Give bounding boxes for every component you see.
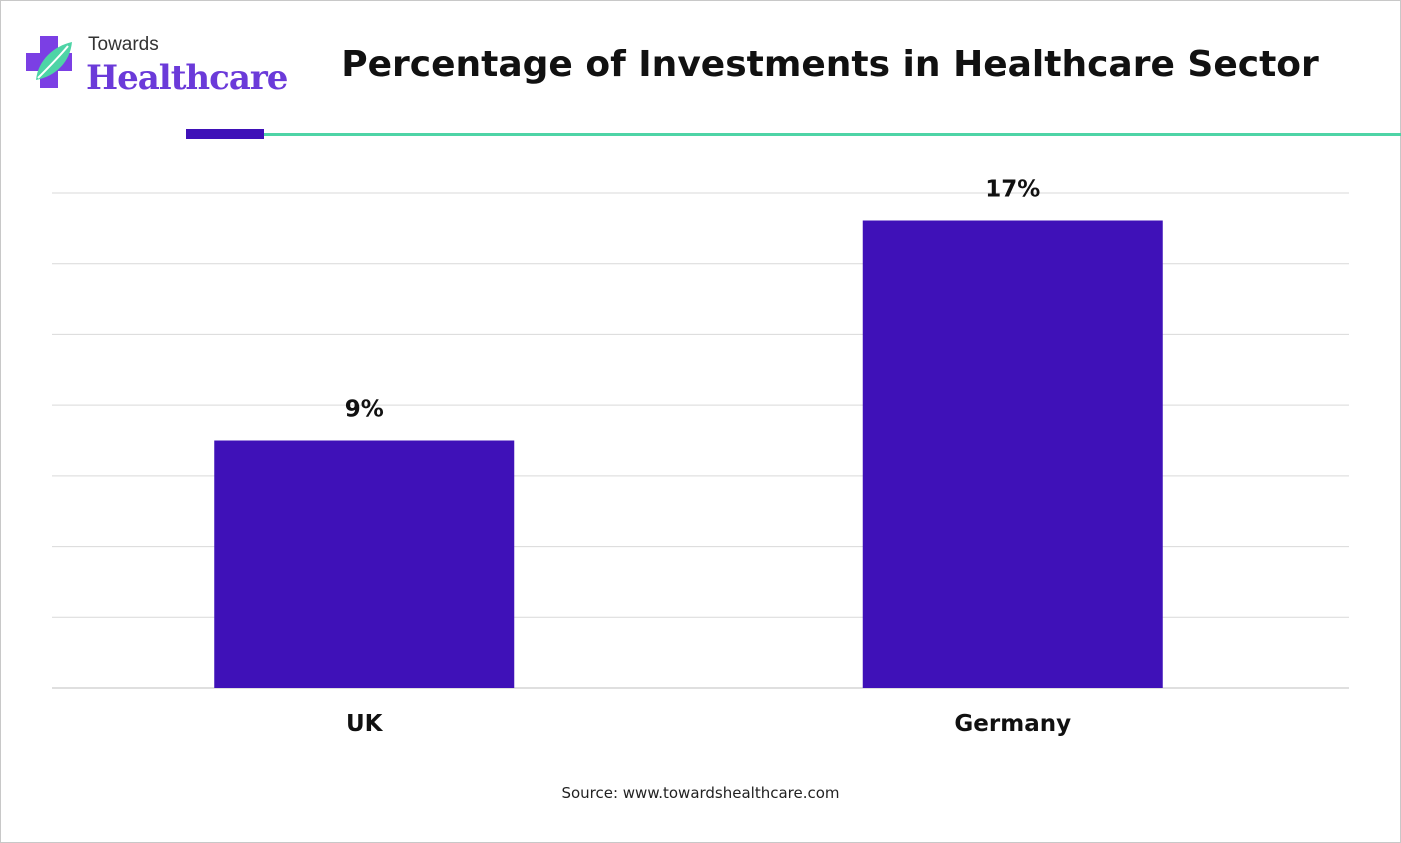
title-accent-rule — [186, 129, 264, 139]
data-label-uk: 9% — [345, 397, 384, 423]
logo-text-towards: Towards — [88, 34, 159, 55]
cross-leaf-icon — [26, 36, 72, 88]
bars — [214, 220, 1163, 688]
bar-germany — [862, 220, 1163, 688]
brand-logo: Towards Healthcare — [26, 32, 288, 102]
category-label-uk: UK — [346, 711, 384, 737]
data-labels: 9% 17% — [345, 177, 1041, 423]
source-note: Source: www.towardshealthcare.com — [561, 784, 840, 802]
category-labels: UK Germany — [346, 711, 1071, 737]
title-divider-rule — [264, 133, 1401, 136]
logo-text-healthcare: Healthcare — [86, 58, 288, 98]
data-label-germany: 17% — [985, 177, 1040, 203]
category-label-germany: Germany — [954, 711, 1071, 737]
bar-uk — [214, 440, 515, 688]
chart-title: Percentage of Investments in Healthcare … — [341, 44, 1319, 85]
